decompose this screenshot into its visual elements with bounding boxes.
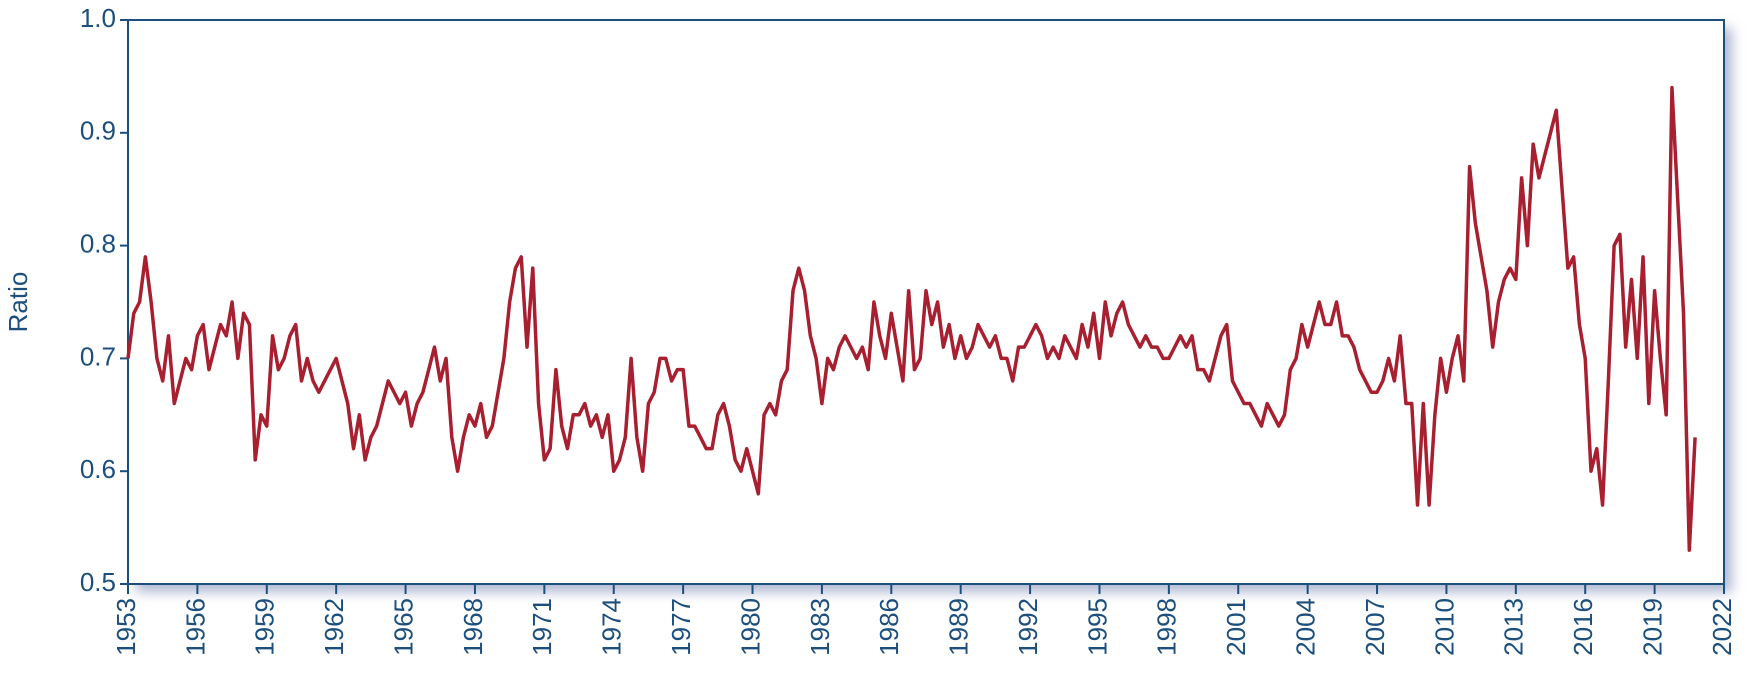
x-tick-label: 2019	[1637, 598, 1667, 656]
y-axis-label: Ratio	[3, 272, 33, 333]
x-tick-label: 1971	[527, 598, 557, 656]
y-tick-label: 0.9	[80, 116, 116, 146]
y-tick-label: 0.7	[80, 341, 116, 371]
data-line	[126, 85, 1697, 552]
x-tick-label: 1959	[250, 598, 280, 656]
x-tick-label: 1986	[874, 598, 904, 656]
x-tick-label: 1989	[944, 598, 974, 656]
x-tick-label: 1968	[458, 598, 488, 656]
x-tick-label: 2010	[1429, 598, 1459, 656]
x-tick-label: 2013	[1499, 598, 1529, 656]
y-tick-label: 0.8	[80, 228, 116, 258]
x-tick-label: 1974	[597, 598, 627, 656]
x-tick-label: 1992	[1013, 598, 1043, 656]
x-tick-label: 1995	[1082, 598, 1112, 656]
y-tick-label: 1.0	[80, 3, 116, 33]
x-tick-label: 2016	[1568, 598, 1598, 656]
x-tick-label: 1953	[111, 598, 141, 656]
x-tick-label: 1977	[666, 598, 696, 656]
x-tick-label: 2001	[1221, 598, 1251, 656]
x-tick-label: 1983	[805, 598, 835, 656]
x-tick-label: 1962	[319, 598, 349, 656]
x-tick-label: 1965	[388, 598, 418, 656]
x-tick-label: 2007	[1360, 598, 1390, 656]
plot-frame	[127, 19, 1725, 585]
y-tick-label: 0.6	[80, 454, 116, 484]
x-tick-label: 2004	[1291, 598, 1321, 656]
x-tick-label: 1980	[735, 598, 765, 656]
x-tick-label: 2022	[1707, 598, 1737, 656]
y-tick-label: 0.5	[80, 567, 116, 597]
x-tick-label: 1998	[1152, 598, 1182, 656]
x-tick-label: 1956	[180, 598, 210, 656]
